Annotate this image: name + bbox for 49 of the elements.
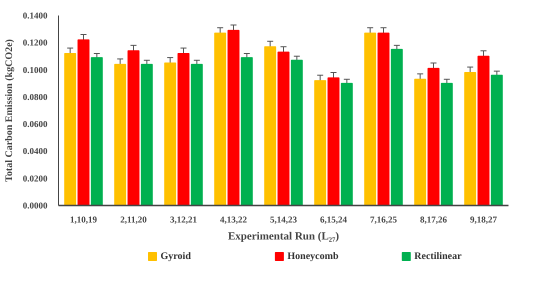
bar	[428, 68, 440, 206]
bar	[228, 30, 240, 206]
x-axis-title: Experimental Run (L₂₇)	[228, 230, 340, 242]
bar	[390, 48, 403, 206]
legend-label: Gyroid	[160, 251, 192, 262]
x-tick-label: 3,12,21	[170, 214, 198, 224]
bar	[290, 60, 303, 206]
bar	[240, 57, 253, 206]
x-tick-label: 2,11,20	[120, 214, 148, 224]
bar	[264, 46, 276, 206]
x-tick-label: 4,13,22	[220, 214, 248, 224]
bar	[414, 78, 426, 206]
bar	[440, 82, 453, 206]
bar	[340, 82, 353, 206]
bar	[128, 50, 140, 206]
bar	[378, 32, 390, 206]
x-tick-label: 5,14,23	[270, 214, 298, 224]
bar	[114, 64, 126, 206]
y-tick-label: 0.0400	[22, 146, 48, 156]
x-tick-label: 8,17,26	[420, 214, 448, 224]
legend-label: Rectilinear	[414, 251, 462, 262]
bar	[78, 39, 90, 206]
y-tick-label: 0.1200	[22, 38, 48, 48]
bar	[314, 80, 326, 206]
y-tick-label: 0.1400	[22, 10, 48, 20]
y-tick-label: 0.0200	[22, 173, 48, 184]
x-tick-label: 9,18,27	[470, 214, 498, 224]
y-tick-label: 0.0800	[22, 92, 48, 102]
y-axis-title: Total Carbon Emission (kgCO2e)	[4, 39, 15, 182]
bar	[490, 74, 503, 206]
bar	[278, 52, 290, 206]
bar	[328, 77, 340, 206]
bar	[178, 53, 190, 206]
bar	[214, 32, 226, 206]
bar	[190, 64, 203, 206]
y-tick-label: 0.0600	[22, 119, 48, 130]
bar	[90, 57, 103, 206]
x-tick-label: 1,10,19	[70, 214, 98, 224]
x-tick-label: 6,15,24	[320, 214, 348, 224]
x-tick-label: 7,16,25	[370, 214, 398, 224]
y-tick-label: 0.1000	[22, 64, 48, 75]
bar	[140, 64, 153, 206]
bar	[364, 32, 376, 206]
bar	[478, 56, 490, 206]
bar	[64, 53, 76, 206]
legend-label: Honeycomb	[287, 251, 339, 262]
bar	[164, 62, 176, 206]
bar	[464, 72, 476, 206]
y-tick-label: 0.0000	[22, 200, 48, 210]
